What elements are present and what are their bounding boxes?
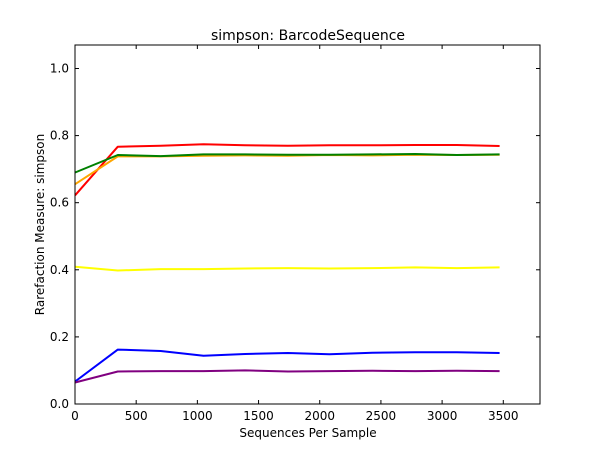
chart-title: simpson: BarcodeSequence bbox=[211, 28, 405, 44]
y-tick-label: 0.6 bbox=[50, 196, 69, 210]
series-line-3 bbox=[75, 265, 500, 272]
y-tick-label: 0.4 bbox=[50, 263, 69, 277]
x-tick-label: 1500 bbox=[243, 409, 274, 423]
x-tick-label: 2500 bbox=[366, 409, 397, 423]
ticks-layer: 0 500 1000 1500 2000 2500 3000 3500 0.0 0.2 0.4 0.6… bbox=[50, 45, 540, 423]
series-layer bbox=[74, 143, 500, 384]
y-tick-label: 0.8 bbox=[50, 129, 69, 143]
y-tick-label: 0.2 bbox=[50, 330, 69, 344]
series-line-0 bbox=[74, 143, 500, 196]
y-tick-label: 1.0 bbox=[50, 61, 69, 75]
series-line-4 bbox=[74, 348, 500, 383]
x-tick-label: 0 bbox=[71, 409, 79, 423]
x-tick-label: 2000 bbox=[304, 409, 335, 423]
x-tick-label: 500 bbox=[125, 409, 148, 423]
x-axis-label: Sequences Per Sample bbox=[239, 426, 376, 440]
x-tick-label: 3500 bbox=[488, 409, 519, 423]
plot-frame bbox=[74, 44, 541, 405]
x-tick-label: 3000 bbox=[427, 409, 458, 423]
series-line-5 bbox=[74, 369, 500, 384]
series-line-2 bbox=[74, 153, 500, 174]
y-axis-label: Rarefaction Measure: simpson bbox=[33, 134, 47, 315]
x-tick-label: 1000 bbox=[182, 409, 213, 423]
y-tick-label: 0.0 bbox=[50, 397, 69, 411]
